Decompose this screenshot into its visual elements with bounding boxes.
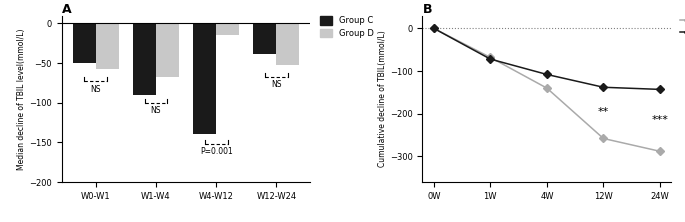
Bar bbox=[73, 24, 96, 63]
Bar bbox=[96, 24, 119, 69]
Group C bbox=[599, 137, 608, 140]
Group C bbox=[656, 150, 664, 153]
Group D bbox=[486, 58, 495, 60]
Bar bbox=[133, 24, 156, 95]
Y-axis label: Cumulative decline of TBIL(mmol/L): Cumulative decline of TBIL(mmol/L) bbox=[378, 30, 387, 167]
Group D bbox=[599, 86, 608, 89]
Bar bbox=[216, 24, 239, 35]
Text: B: B bbox=[423, 2, 432, 16]
Bar bbox=[193, 24, 216, 135]
Group D bbox=[429, 27, 438, 30]
Text: P=0.001: P=0.001 bbox=[200, 147, 232, 156]
Legend: Group C, Group D: Group C, Group D bbox=[680, 16, 685, 38]
Bar bbox=[156, 24, 179, 77]
Text: NS: NS bbox=[271, 80, 282, 89]
Group D bbox=[656, 88, 664, 91]
Group D bbox=[543, 73, 551, 76]
Group C bbox=[486, 56, 495, 59]
Legend: Group C, Group D: Group C, Group D bbox=[320, 16, 374, 38]
Group C bbox=[543, 87, 551, 89]
Y-axis label: Median decline of TBIL level(mmol/L): Median decline of TBIL level(mmol/L) bbox=[17, 28, 27, 170]
Bar bbox=[253, 24, 276, 54]
Text: NS: NS bbox=[90, 85, 101, 93]
Group C bbox=[429, 27, 438, 30]
Text: A: A bbox=[62, 2, 71, 16]
Text: ***: *** bbox=[651, 115, 669, 125]
Text: NS: NS bbox=[151, 106, 161, 115]
Text: **: ** bbox=[598, 107, 609, 117]
Line: Group C: Group C bbox=[431, 25, 663, 155]
Line: Group D: Group D bbox=[431, 25, 663, 93]
Bar bbox=[276, 24, 299, 65]
